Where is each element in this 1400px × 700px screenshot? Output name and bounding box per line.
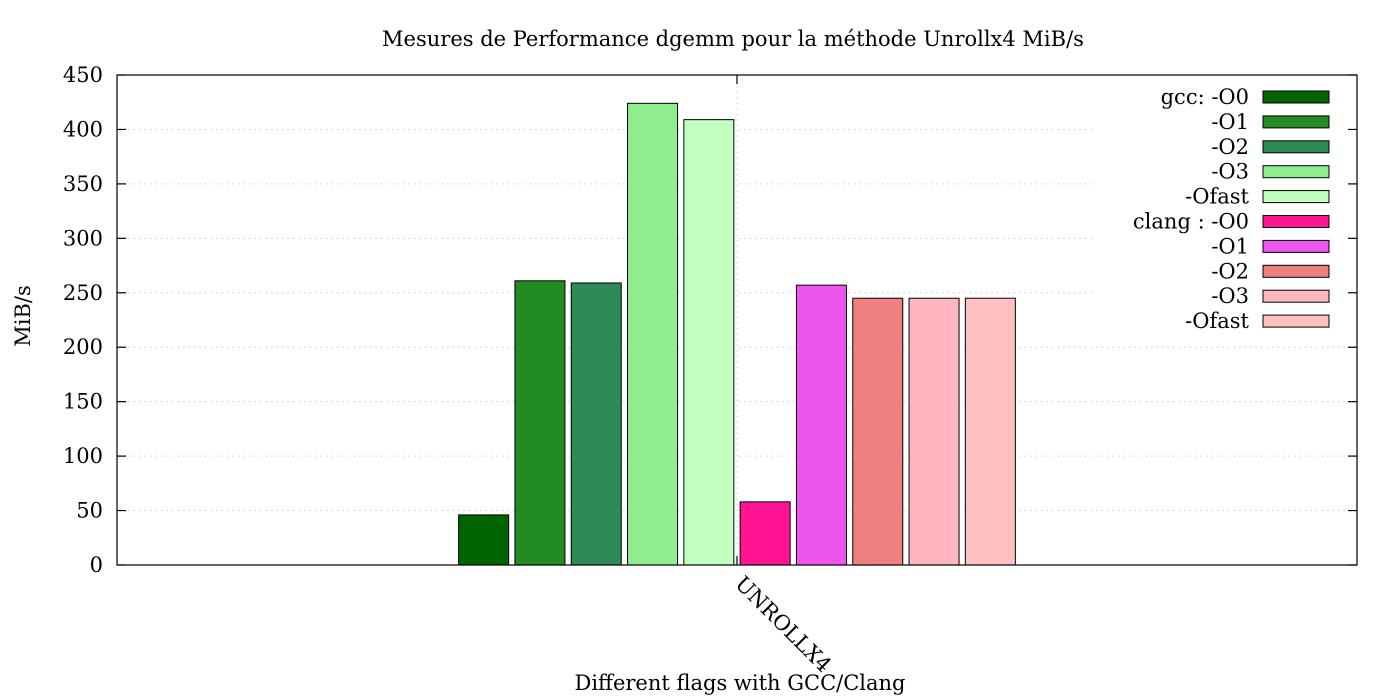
legend-label: -O3	[1211, 160, 1249, 184]
legend-label: -O2	[1211, 259, 1249, 283]
bar	[739, 501, 791, 566]
bar	[514, 280, 566, 566]
plot-frame	[116, 74, 1358, 566]
chart-title: Mesures de Performance dgemm pour la mét…	[382, 27, 1084, 51]
y-axis: 0 50 100 150 200 250 300 350 400 450	[63, 63, 1357, 577]
legend-label: clang : -O0	[1133, 210, 1249, 234]
legend-label: -Ofast	[1185, 309, 1249, 333]
y-tick-label: 350	[63, 172, 103, 196]
grid-lines	[117, 75, 1357, 565]
y-tick-label: 150	[63, 390, 103, 414]
legend-swatch	[1262, 140, 1330, 154]
y-tick-label: 300	[63, 226, 103, 250]
y-tick-label: 250	[63, 281, 103, 305]
legend-swatch	[1262, 190, 1330, 204]
legend-swatch	[1262, 239, 1330, 253]
bar	[627, 102, 679, 566]
y-tick-label: 100	[63, 444, 103, 468]
bar	[852, 297, 904, 566]
y-tick-label: 0	[90, 553, 103, 577]
y-tick-label: 450	[63, 63, 103, 87]
legend-label: gcc: -O0	[1161, 85, 1249, 109]
bar	[683, 119, 735, 566]
bar	[570, 282, 622, 566]
bar	[795, 284, 847, 566]
legend-label: -O2	[1211, 135, 1249, 159]
legend-swatch	[1262, 314, 1330, 328]
legend-swatch	[1262, 289, 1330, 303]
legend-label: -Ofast	[1185, 185, 1249, 209]
bar	[458, 514, 510, 566]
x-tick-label: UNROLLX4	[730, 572, 836, 678]
legend-swatch	[1262, 115, 1330, 129]
bars-group	[458, 102, 1016, 566]
x-axis-label: Different flags with GCC/Clang	[574, 671, 905, 695]
y-tick-label: 50	[76, 499, 103, 523]
y-tick-label: 200	[63, 335, 103, 359]
legend-swatch	[1262, 165, 1330, 179]
legend-label: -O1	[1211, 110, 1249, 134]
legend-label: -O1	[1211, 234, 1249, 258]
bar	[964, 297, 1016, 566]
legend-swatch	[1262, 215, 1330, 228]
bar	[908, 297, 960, 566]
legend-label: -O3	[1211, 284, 1249, 308]
y-tick-label: 400	[63, 117, 103, 141]
y-axis-label: MiB/s	[11, 285, 35, 347]
legend-swatch	[1262, 264, 1330, 278]
legend-swatch	[1262, 90, 1330, 104]
